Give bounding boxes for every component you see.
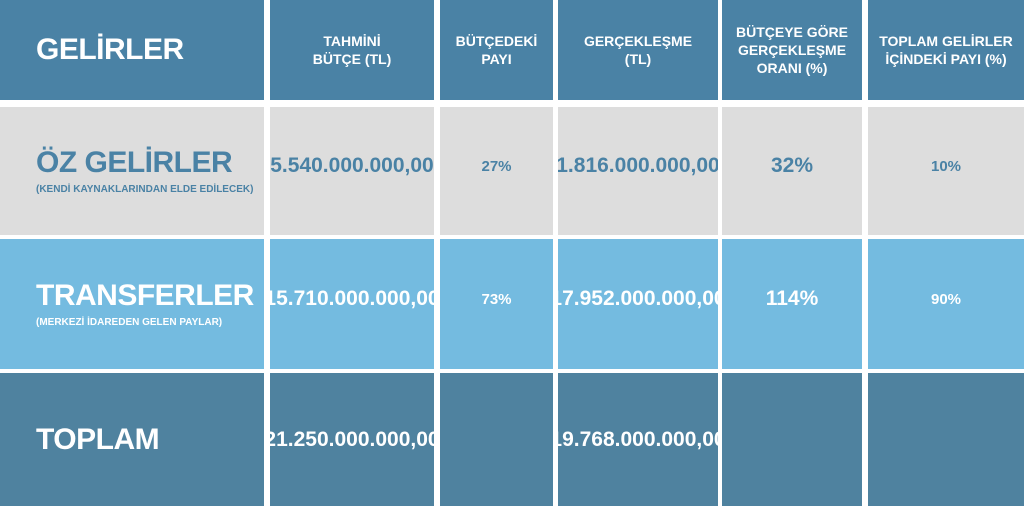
percentage-value: 5.540.000.000,00 (270, 154, 434, 177)
value-cell: 21.250.000.000,00 (270, 373, 434, 506)
row-label: TOPLAM (0, 373, 264, 506)
value-cell (868, 373, 1024, 506)
value-cell: 19.768.000.000,00 (558, 373, 718, 506)
column-header: GERÇEKLEŞME (TL) (558, 0, 718, 100)
value-cell (440, 373, 553, 506)
column-header-line: BÜTÇE (TL) (312, 51, 392, 67)
column-header-line: BÜTÇEYE GÖRE (735, 23, 848, 40)
column-header: TOPLAM GELİRLER İÇİNDEKİ PAYI (%) (868, 0, 1024, 100)
value-cell (722, 373, 862, 506)
percentage-value: 17.952.000.000,00 (558, 287, 718, 310)
column-header-line: BÜTÇEDEKİ (455, 32, 538, 49)
value-cell: 5.540.000.000,00 (270, 107, 434, 235)
column-header: BÜTÇEYE GÖRE GERÇEKLEŞME ORANI (%) (722, 0, 862, 100)
row-label: TRANSFERLER (MERKEZİ İDAREDEN GELEN PAYLA… (0, 239, 264, 369)
header-corner: GELİRLER (0, 0, 264, 100)
amount-value: 10% (930, 157, 962, 175)
percentage-value: 15.710.000.000,00 (270, 287, 434, 310)
value-cell: 73% (440, 239, 553, 369)
value-cell: 1.816.000.000,00 (558, 107, 718, 235)
percentage-value: 19.768.000.000,00 (558, 427, 718, 451)
percentage-value: 21.250.000.000,00 (270, 427, 434, 451)
header-corner-label: GELİRLER (36, 33, 184, 67)
column-header-line: ORANI (%) (756, 60, 828, 77)
column-header: TAHMİNİ BÜTÇE (TL) (270, 0, 434, 100)
column-header-line: TOPLAM GELİRLER (879, 32, 1013, 49)
row-title: TRANSFERLER (36, 279, 254, 313)
value-cell: 114% (722, 239, 862, 369)
value-cell: 10% (868, 107, 1024, 235)
column-header-line: İÇİNDEKİ PAYI (%) (885, 51, 1007, 67)
column-header-line: PAYI (481, 51, 512, 67)
value-cell: 32% (722, 107, 862, 235)
amount-value: 73% (481, 290, 512, 308)
column-header-line: (TL) (624, 51, 652, 67)
column-header-line: GERÇEKLEŞME (737, 41, 847, 58)
value-cell: 90% (868, 239, 1024, 369)
value-cell: 15.710.000.000,00 (270, 239, 434, 369)
row-subtitle: (KENDİ KAYNAKLARINDAN ELDE EDİLECEK) (36, 183, 254, 195)
value-cell: 17.952.000.000,00 (558, 239, 718, 369)
column-header-line: TAHMİNİ (323, 32, 381, 49)
column-header-line: GERÇEKLEŞME (583, 32, 693, 49)
column-header: BÜTÇEDEKİ PAYI (440, 0, 553, 100)
row-title: TOPLAM (36, 422, 160, 456)
amount-value: 27% (481, 157, 512, 175)
percentage-value: 32% (770, 154, 814, 177)
row-title: ÖZ GELİRLER (36, 146, 233, 180)
amount-value: 90% (930, 290, 962, 308)
percentage-value: 114% (765, 287, 819, 310)
row-subtitle: (MERKEZİ İDAREDEN GELEN PAYLAR) (36, 316, 223, 328)
value-cell: 27% (440, 107, 553, 235)
row-label: ÖZ GELİRLER (KENDİ KAYNAKLARINDAN ELDE ED… (0, 107, 264, 235)
percentage-value: 1.816.000.000,00 (558, 154, 718, 177)
